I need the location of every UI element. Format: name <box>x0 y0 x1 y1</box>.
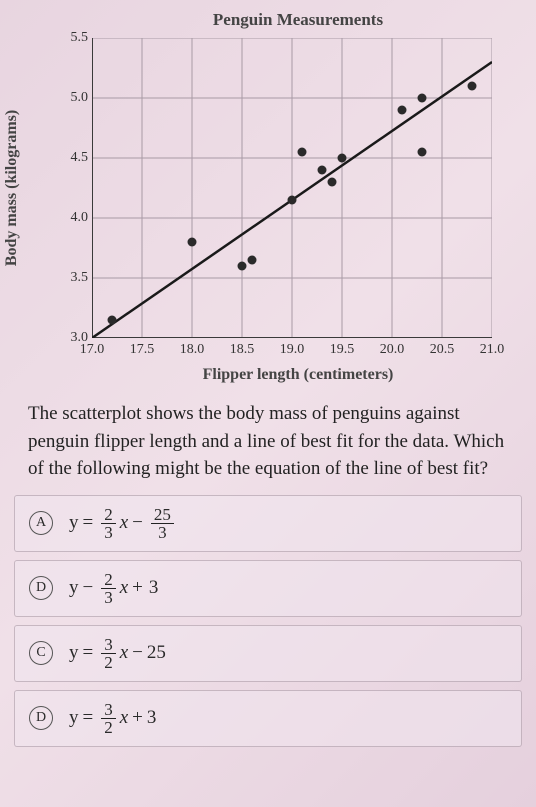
eq-x: x <box>120 707 128 729</box>
eq-fraction: 32 <box>101 701 116 736</box>
option-a-equation: y = 23 x − 253 <box>69 506 178 541</box>
eq-tail: 3 <box>147 707 157 729</box>
options-list: A y = 23 x − 253 D y − 23 x + 3 C y = 32… <box>14 495 522 747</box>
eq-x: x <box>120 642 128 664</box>
eq-equals: = <box>83 642 94 664</box>
option-a[interactable]: A y = 23 x − 253 <box>14 495 522 552</box>
option-b-equation: y − 23 x + 3 <box>69 571 158 606</box>
eq-fraction: 23 <box>101 571 116 606</box>
option-d[interactable]: D y = 32 x + 3 <box>14 690 522 747</box>
option-c-equation: y = 32 x − 25 <box>69 636 166 671</box>
eq-op: + <box>132 707 143 729</box>
chart-title: Penguin Measurements <box>90 10 506 30</box>
eq-lhs: y <box>69 707 79 729</box>
option-d-equation: y = 32 x + 3 <box>69 701 156 736</box>
chart-container: Penguin Measurements Body mass (kilogram… <box>50 10 506 380</box>
option-c[interactable]: C y = 32 x − 25 <box>14 625 522 682</box>
eq-equals: − <box>83 577 94 599</box>
eq-tail-fraction: 253 <box>151 506 174 541</box>
eq-op: − <box>132 512 143 534</box>
x-axis-label: Flipper length (centimeters) <box>90 366 506 384</box>
eq-op: + <box>132 577 145 599</box>
option-letter-icon: C <box>29 641 53 665</box>
y-axis-label: Body mass (kilograms) <box>3 110 21 266</box>
eq-op: − <box>132 642 143 664</box>
option-b[interactable]: D y − 23 x + 3 <box>14 560 522 617</box>
option-letter-icon: A <box>29 511 53 535</box>
option-letter-icon: D <box>29 576 53 600</box>
eq-x: x <box>120 577 128 599</box>
eq-equals: = <box>83 707 94 729</box>
option-letter-icon: D <box>29 706 53 730</box>
eq-lhs: y <box>69 577 79 599</box>
eq-fraction: 32 <box>101 636 116 671</box>
eq-x: x <box>120 512 128 534</box>
eq-lhs: y <box>69 642 79 664</box>
eq-tail: 25 <box>147 642 166 664</box>
eq-fraction: 23 <box>101 506 116 541</box>
eq-tail: 3 <box>149 577 159 599</box>
question-text: The scatterplot shows the body mass of p… <box>28 400 508 483</box>
eq-lhs: y <box>69 512 79 534</box>
scatter-plot <box>92 38 492 338</box>
eq-equals: = <box>83 512 94 534</box>
